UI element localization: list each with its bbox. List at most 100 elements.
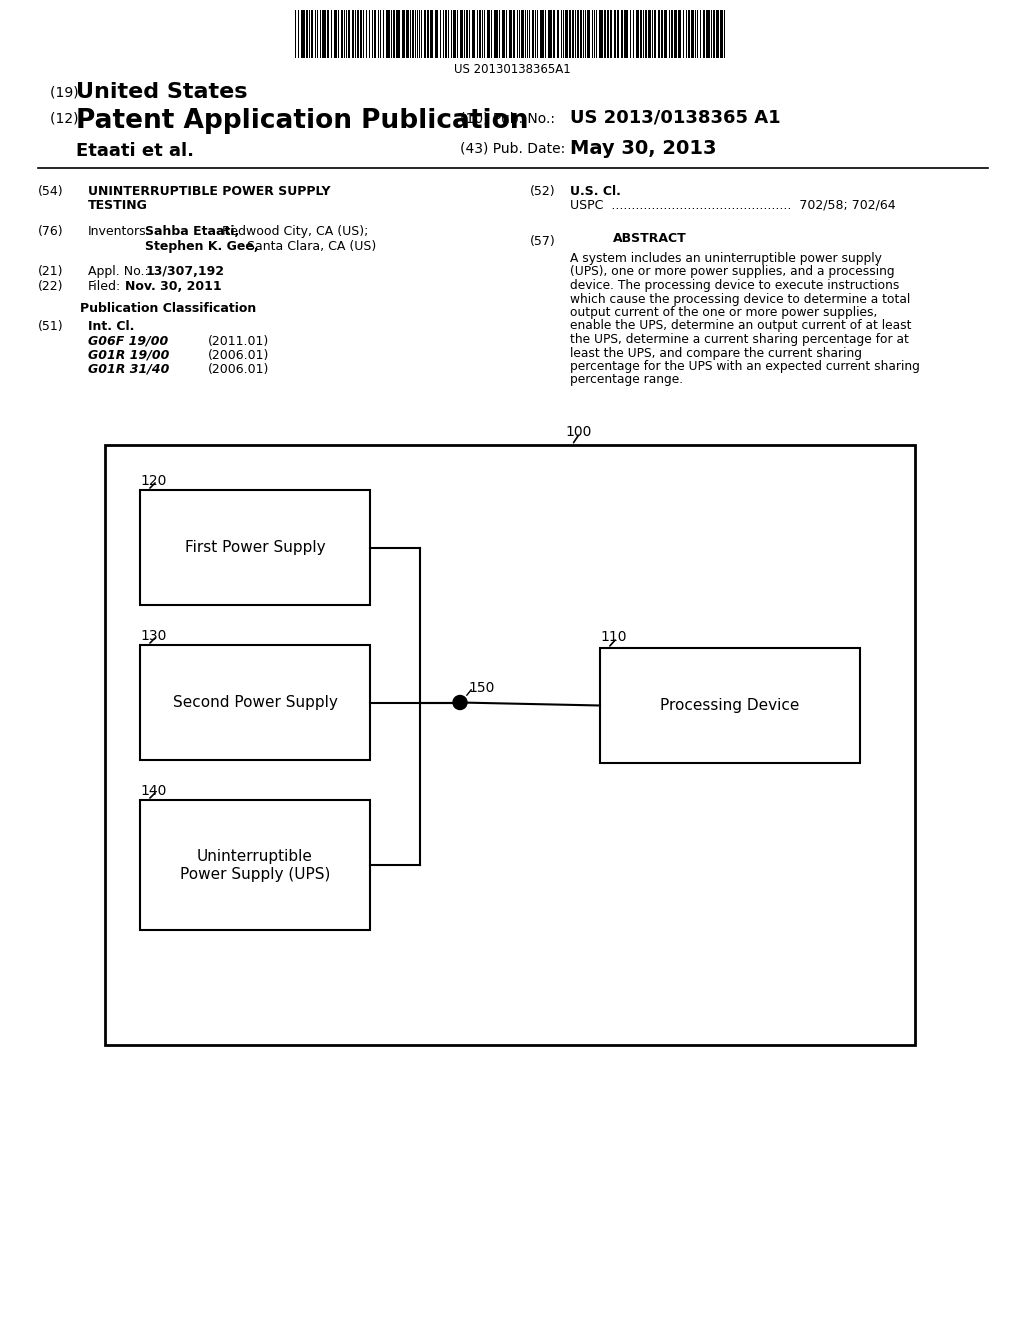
Bar [351, 11, 353, 58]
Text: (21): (21) [38, 265, 63, 279]
Text: percentage range.: percentage range. [570, 374, 683, 387]
Text: UNINTERRUPTIBLE POWER SUPPLY: UNINTERRUPTIBLE POWER SUPPLY [88, 185, 331, 198]
Text: Power Supply (UPS): Power Supply (UPS) [180, 866, 330, 882]
Bar [383, 11, 384, 58]
Text: (2006.01): (2006.01) [208, 363, 269, 376]
Bar [354, 11, 356, 58]
Bar [427, 11, 428, 58]
Bar [401, 11, 404, 58]
Bar [430, 11, 433, 58]
Bar [424, 11, 426, 58]
Text: 130: 130 [140, 630, 166, 643]
Text: G01R 31/40: G01R 31/40 [88, 363, 169, 376]
Bar [703, 11, 705, 58]
Bar [345, 11, 347, 58]
Bar [490, 11, 492, 58]
Bar [395, 11, 399, 58]
Text: 140: 140 [140, 784, 166, 799]
Text: (43) Pub. Date:: (43) Pub. Date: [460, 143, 565, 156]
Text: Stephen K. Gee,: Stephen K. Gee, [145, 240, 259, 253]
Bar [300, 11, 304, 58]
Text: (2006.01): (2006.01) [208, 348, 269, 362]
Bar [694, 11, 696, 58]
Bar [357, 11, 358, 58]
Text: enable the UPS, determine an output current of at least: enable the UPS, determine an output curr… [570, 319, 911, 333]
Bar [314, 11, 316, 58]
Bar [671, 11, 673, 58]
Bar [621, 11, 623, 58]
Bar [600, 648, 860, 763]
Text: (52): (52) [530, 185, 556, 198]
Bar [512, 11, 514, 58]
Bar [359, 11, 361, 58]
Text: (10) Pub. No.:: (10) Pub. No.: [460, 112, 555, 125]
Bar [688, 11, 689, 58]
Text: (54): (54) [38, 185, 63, 198]
Bar [662, 11, 663, 58]
Bar [569, 11, 571, 58]
Text: 13/307,192: 13/307,192 [146, 265, 225, 279]
Bar [469, 11, 470, 58]
Bar [521, 11, 524, 58]
Text: output current of the one or more power supplies,: output current of the one or more power … [570, 306, 878, 319]
Bar [140, 800, 370, 931]
Bar [640, 11, 642, 58]
Text: Sahba Etaati,: Sahba Etaati, [145, 224, 240, 238]
Bar [366, 11, 367, 58]
Bar [516, 11, 518, 58]
Bar [598, 11, 602, 58]
Bar [348, 11, 349, 58]
Text: Uninterruptible: Uninterruptible [197, 849, 313, 863]
Bar [444, 11, 446, 58]
Bar [140, 645, 370, 760]
Bar [603, 11, 605, 58]
Bar [658, 11, 660, 58]
Bar [610, 11, 612, 58]
Text: ABSTRACT: ABSTRACT [613, 232, 687, 246]
Bar [699, 11, 701, 58]
Text: Appl. No.:: Appl. No.: [88, 265, 148, 279]
Text: May 30, 2013: May 30, 2013 [570, 139, 717, 158]
Text: US 20130138365A1: US 20130138365A1 [454, 63, 570, 77]
Bar [374, 11, 376, 58]
Bar [334, 11, 337, 58]
Bar [553, 11, 555, 58]
Bar [580, 11, 582, 58]
Circle shape [453, 696, 467, 710]
Bar [537, 11, 538, 58]
Bar [338, 11, 339, 58]
Bar [506, 11, 507, 58]
Text: Nov. 30, 2011: Nov. 30, 2011 [125, 280, 221, 293]
Bar [494, 11, 498, 58]
Bar [651, 11, 653, 58]
Bar [585, 11, 586, 58]
Text: U.S. Cl.: U.S. Cl. [570, 185, 621, 198]
Text: Santa Clara, CA (US): Santa Clara, CA (US) [243, 240, 376, 253]
Text: (12): (12) [50, 112, 83, 125]
Bar [478, 11, 480, 58]
Text: US 2013/0138365 A1: US 2013/0138365 A1 [570, 110, 780, 127]
Text: (57): (57) [530, 235, 556, 248]
Bar [434, 11, 437, 58]
Text: the UPS, determine a current sharing percentage for at: the UPS, determine a current sharing per… [570, 333, 909, 346]
Bar [630, 11, 631, 58]
Text: (51): (51) [38, 319, 63, 333]
Bar [322, 11, 326, 58]
Bar [617, 11, 618, 58]
Bar [341, 11, 342, 58]
Text: (19): (19) [50, 84, 83, 99]
Bar [362, 11, 364, 58]
Bar [105, 445, 915, 1045]
Bar [587, 11, 590, 58]
Bar [645, 11, 646, 58]
Bar [531, 11, 534, 58]
Text: Redwood City, CA (US);: Redwood City, CA (US); [218, 224, 369, 238]
Text: 100: 100 [565, 425, 592, 440]
Bar [706, 11, 710, 58]
Text: (76): (76) [38, 224, 63, 238]
Bar [647, 11, 650, 58]
Bar [654, 11, 656, 58]
Bar [466, 11, 468, 58]
Bar [690, 11, 693, 58]
Bar [624, 11, 628, 58]
